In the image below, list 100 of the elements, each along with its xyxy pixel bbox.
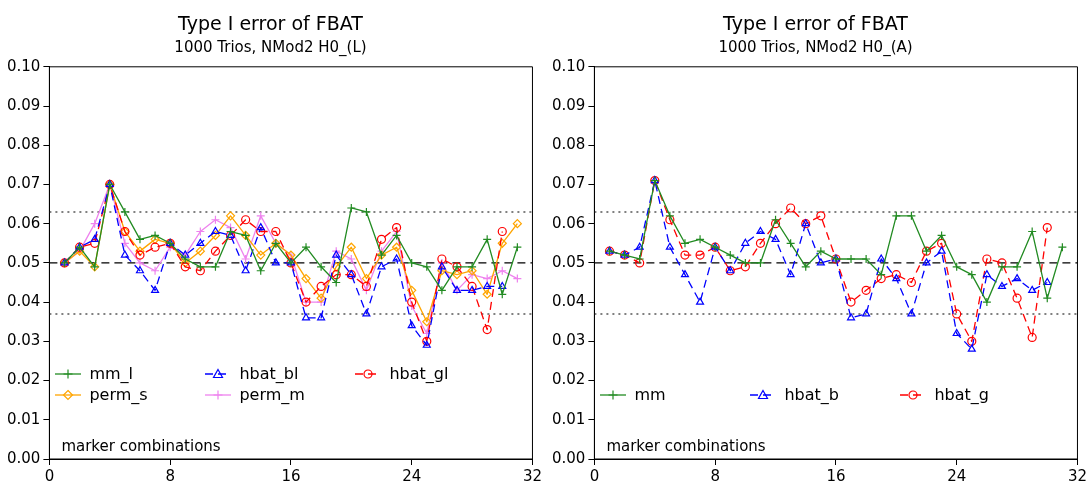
y-tick-label: 0.05 — [551, 252, 586, 271]
point — [346, 203, 356, 213]
y-tick-label: 0.06 — [6, 213, 41, 232]
point — [241, 215, 251, 225]
chart-subtitle: 1000 Trios, NMod2 H0_(L) — [174, 37, 367, 57]
point — [696, 297, 705, 305]
point — [377, 262, 386, 270]
point — [392, 223, 402, 233]
point — [407, 258, 417, 268]
point — [816, 211, 826, 221]
point — [497, 238, 507, 248]
y-tick-label: 0.02 — [551, 370, 586, 389]
y-tick-label: 0.00 — [6, 448, 41, 467]
point — [512, 219, 522, 229]
y-tick-label: 0.04 — [6, 292, 41, 311]
annotation: marker combinations — [606, 437, 766, 456]
point — [195, 266, 205, 276]
point — [120, 250, 129, 258]
point — [150, 234, 160, 244]
point — [407, 285, 417, 295]
point — [256, 223, 265, 231]
point — [316, 262, 326, 272]
point — [952, 309, 962, 319]
point — [846, 254, 856, 264]
point — [135, 266, 145, 274]
point — [982, 297, 992, 307]
y-tick-label: 0.01 — [551, 409, 586, 428]
y-tick-label: 0.05 — [6, 252, 41, 271]
point — [756, 226, 765, 235]
point — [211, 226, 220, 235]
y-tick-label: 0.03 — [551, 331, 586, 350]
point — [482, 324, 492, 335]
point — [210, 230, 221, 241]
point — [937, 246, 946, 254]
y-tick-label: 0.08 — [551, 135, 586, 154]
point — [497, 226, 507, 237]
legend-label: perm_m — [239, 385, 305, 404]
point — [90, 238, 100, 248]
legend-label: hbat_gl — [389, 364, 449, 383]
point — [498, 281, 507, 290]
point — [635, 242, 644, 250]
point — [225, 211, 236, 221]
point — [301, 242, 311, 252]
point — [90, 234, 99, 242]
point — [1012, 262, 1022, 272]
point — [271, 258, 280, 266]
point — [180, 258, 190, 268]
point — [361, 207, 372, 217]
point — [482, 289, 492, 299]
y-tick-label: 0.07 — [551, 174, 586, 193]
point — [952, 328, 961, 337]
y-tick-label: 0.08 — [6, 135, 41, 154]
point — [316, 281, 326, 292]
legend-label: mm_l — [89, 364, 134, 383]
point — [317, 313, 326, 321]
point — [846, 313, 856, 321]
legend-label: hbat_bl — [239, 364, 299, 383]
x-tick-label: 0 — [44, 466, 55, 485]
chart-title: Type I error of FBAT — [722, 12, 909, 35]
y-tick-label: 0.09 — [551, 95, 586, 114]
point — [135, 234, 145, 244]
legend-label: mm — [634, 385, 666, 404]
point — [120, 207, 130, 217]
point — [467, 266, 477, 276]
point — [635, 254, 645, 264]
point — [1042, 223, 1052, 233]
point — [695, 250, 705, 260]
point — [452, 270, 462, 280]
point — [332, 250, 341, 258]
point — [665, 211, 675, 221]
y-tick-label: 0.09 — [6, 95, 41, 114]
point — [665, 215, 675, 225]
point — [741, 238, 750, 246]
point — [392, 242, 402, 252]
x-tick-label: 16 — [826, 466, 846, 485]
point — [422, 317, 432, 327]
point — [997, 281, 1007, 290]
point — [241, 254, 251, 264]
point — [196, 238, 205, 246]
point — [467, 262, 477, 272]
point — [1012, 293, 1022, 303]
point — [362, 309, 371, 317]
point — [680, 250, 690, 260]
point — [120, 238, 130, 248]
point — [967, 336, 977, 346]
point — [1043, 277, 1052, 286]
point — [256, 250, 266, 260]
point — [483, 281, 492, 290]
point — [180, 262, 190, 272]
point — [467, 281, 477, 292]
point — [301, 273, 311, 284]
point — [256, 226, 266, 237]
point — [997, 262, 1007, 272]
point — [695, 234, 705, 244]
point — [422, 336, 432, 346]
x-tick-label: 0 — [589, 466, 600, 485]
point — [877, 254, 886, 262]
point — [771, 234, 780, 242]
x-tick-label: 32 — [1067, 466, 1087, 485]
point — [982, 254, 992, 264]
